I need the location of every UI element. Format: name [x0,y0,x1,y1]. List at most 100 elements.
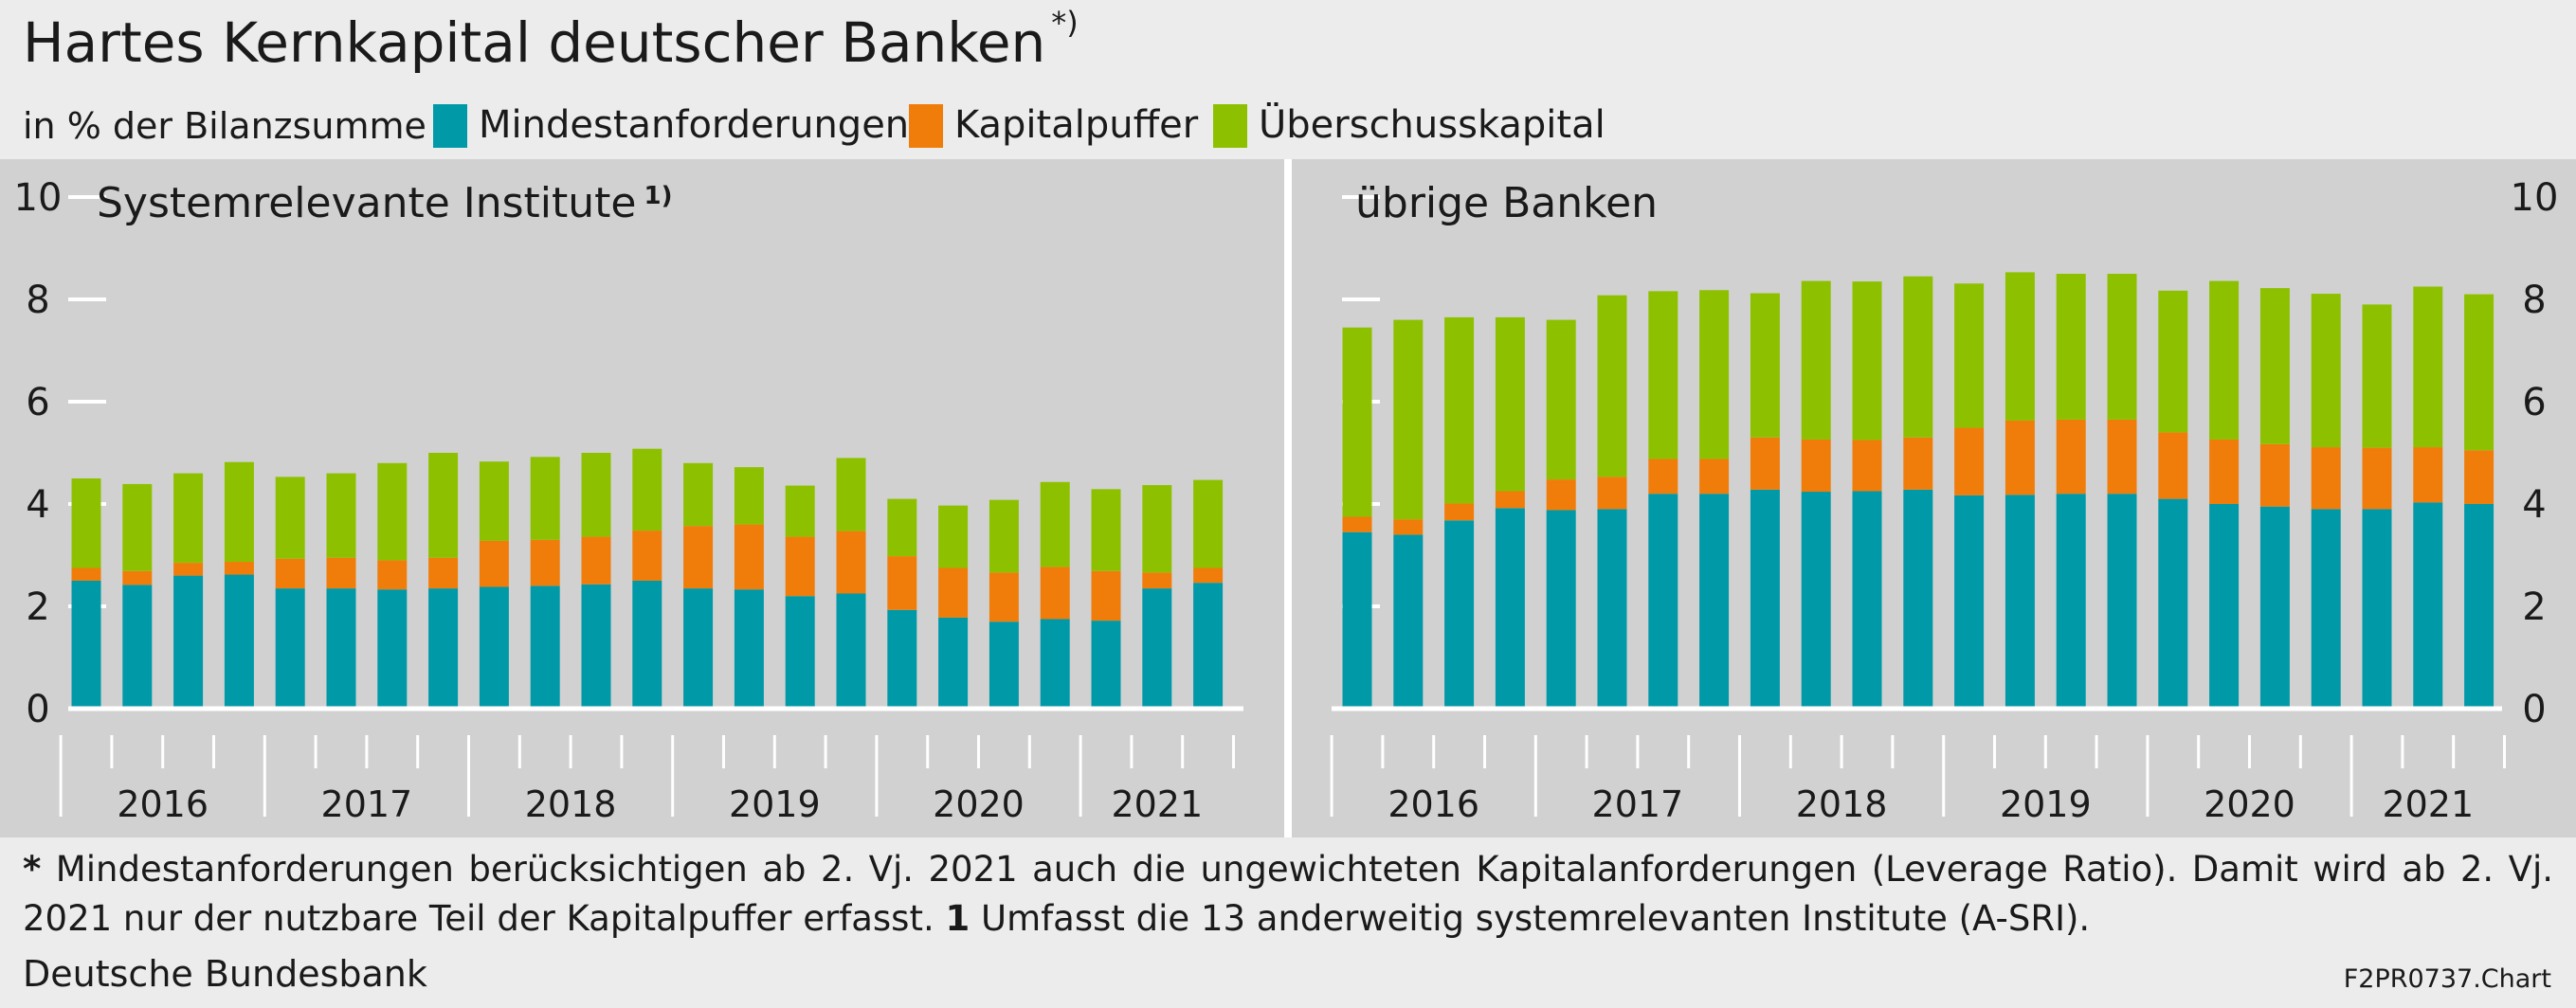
bar-mindest [1648,494,1678,709]
bar-puffer [2209,439,2240,504]
bar-ueberschuss [71,478,101,568]
bar-puffer [2259,443,2290,507]
panel-title: Systemrelevante Institute 1) [97,179,672,227]
y-tick-label: 4 [2522,483,2546,527]
bar-puffer [938,567,969,618]
x-year-label: 2020 [2204,783,2295,825]
chart-title-text: Hartes Kernkapital deutscher Banken [23,10,1046,75]
bar-mindest [428,588,459,709]
bar-puffer [2311,447,2341,510]
bar-mindest [632,581,662,709]
bar-ueberschuss [1801,280,1831,440]
footnote-mark-asterisk: * [23,849,42,890]
bar-mindest [122,585,153,709]
bar-puffer [2056,419,2086,495]
bar-ueberschuss [224,461,254,563]
x-year-label: 2017 [321,783,413,825]
footnote-text-asri: Umfasst die 13 anderweitig systemrelevan… [970,898,2091,939]
bar-ueberschuss [326,473,356,558]
bar-ueberschuss [1597,295,1627,477]
bar-mindest [1393,534,1424,709]
x-year-label: 2019 [2000,783,2092,825]
bar-ueberschuss [173,473,204,564]
bar-ueberschuss [887,498,917,557]
bar-mindest [2209,504,2240,709]
y-tick-label: 2 [2522,585,2546,629]
bar-mindest [326,588,356,709]
bar-ueberschuss [1342,327,1372,517]
bar-ueberschuss [1699,290,1730,459]
bar-puffer [2464,450,2494,504]
bar-ueberschuss [1040,481,1070,567]
bar-puffer [326,557,356,589]
bar-ueberschuss [479,461,509,541]
bar-puffer [632,531,662,581]
bar-mindest [1546,510,1576,709]
bar-puffer [1750,437,1780,490]
legend-swatch-kapitalpuffer [909,104,943,148]
bar-puffer [836,531,866,594]
bar-puffer [1444,503,1475,521]
bar-mindest [1903,489,1933,709]
x-year-label: 2018 [1796,783,1888,825]
bar-puffer [428,557,459,589]
bar-mindest [683,588,714,709]
x-year-label: 2016 [117,783,209,825]
legend-swatch-ueberschusskapital [1213,104,1247,148]
bar-puffer [2158,432,2188,499]
bar-puffer [1142,572,1172,589]
bar-ueberschuss [2056,274,2086,420]
bar-ueberschuss [2362,304,2392,448]
bar-mindest [2107,494,2137,709]
bar-puffer [71,567,101,581]
bar-puffer [989,572,1019,622]
bar-ueberschuss [1142,485,1172,573]
x-year-label: 2021 [1111,783,1203,825]
bar-ueberschuss [632,448,662,531]
bar-puffer [734,524,764,590]
x-year-label: 2020 [933,783,1025,825]
bar-mindest [2311,509,2341,709]
bar-ueberschuss [377,462,408,561]
y-tick-label: 10 [2511,176,2559,220]
bar-mindest [530,585,560,709]
bar-puffer [2413,447,2443,503]
bar-mindest [71,581,101,709]
bar-mindest [836,593,866,709]
bar-ueberschuss [2005,272,2035,421]
chart-id: F2PR0737.Chart [2343,964,2551,994]
bar-mindest [1801,492,1831,709]
bar-mindest [2362,509,2392,709]
bar-puffer [173,563,204,576]
bar-ueberschuss [683,462,714,527]
bar-mindest [2158,498,2188,709]
bar-mindest [1091,621,1121,709]
bar-puffer [377,560,408,590]
bar-mindest [2259,506,2290,709]
bar-puffer [1091,570,1121,621]
y-tick-label: 2 [26,585,49,629]
bar-ueberschuss [1750,293,1780,438]
bar-puffer [1342,516,1372,532]
y-tick-label: 0 [26,688,49,731]
bar-puffer [530,539,560,586]
bar-ueberschuss [428,453,459,558]
bar-puffer [1801,439,1831,493]
bar-puffer [683,526,714,589]
unit-label: in % der Bilanzsumme [23,105,426,147]
bar-ueberschuss [1091,489,1121,571]
bar-ueberschuss [1546,319,1576,480]
chart-panel-2: 0 2 4 6 8 10 2016 2017 2018 2019 2020 2021 übrige Ba… [1292,159,2576,837]
bar-puffer [1954,427,1985,495]
bar-mindest [2464,504,2494,709]
bar-mindest [1954,495,1985,709]
y-tick-label: 8 [2522,279,2546,322]
panel-separator [1284,159,1292,837]
bar-ueberschuss [938,505,969,568]
bar-mindest [938,617,969,709]
bar-mindest [2413,502,2443,709]
bar-ueberschuss [275,477,305,559]
x-year-label: 2018 [525,783,617,825]
bar-mindest [1142,588,1172,709]
bar-puffer [1903,437,1933,490]
